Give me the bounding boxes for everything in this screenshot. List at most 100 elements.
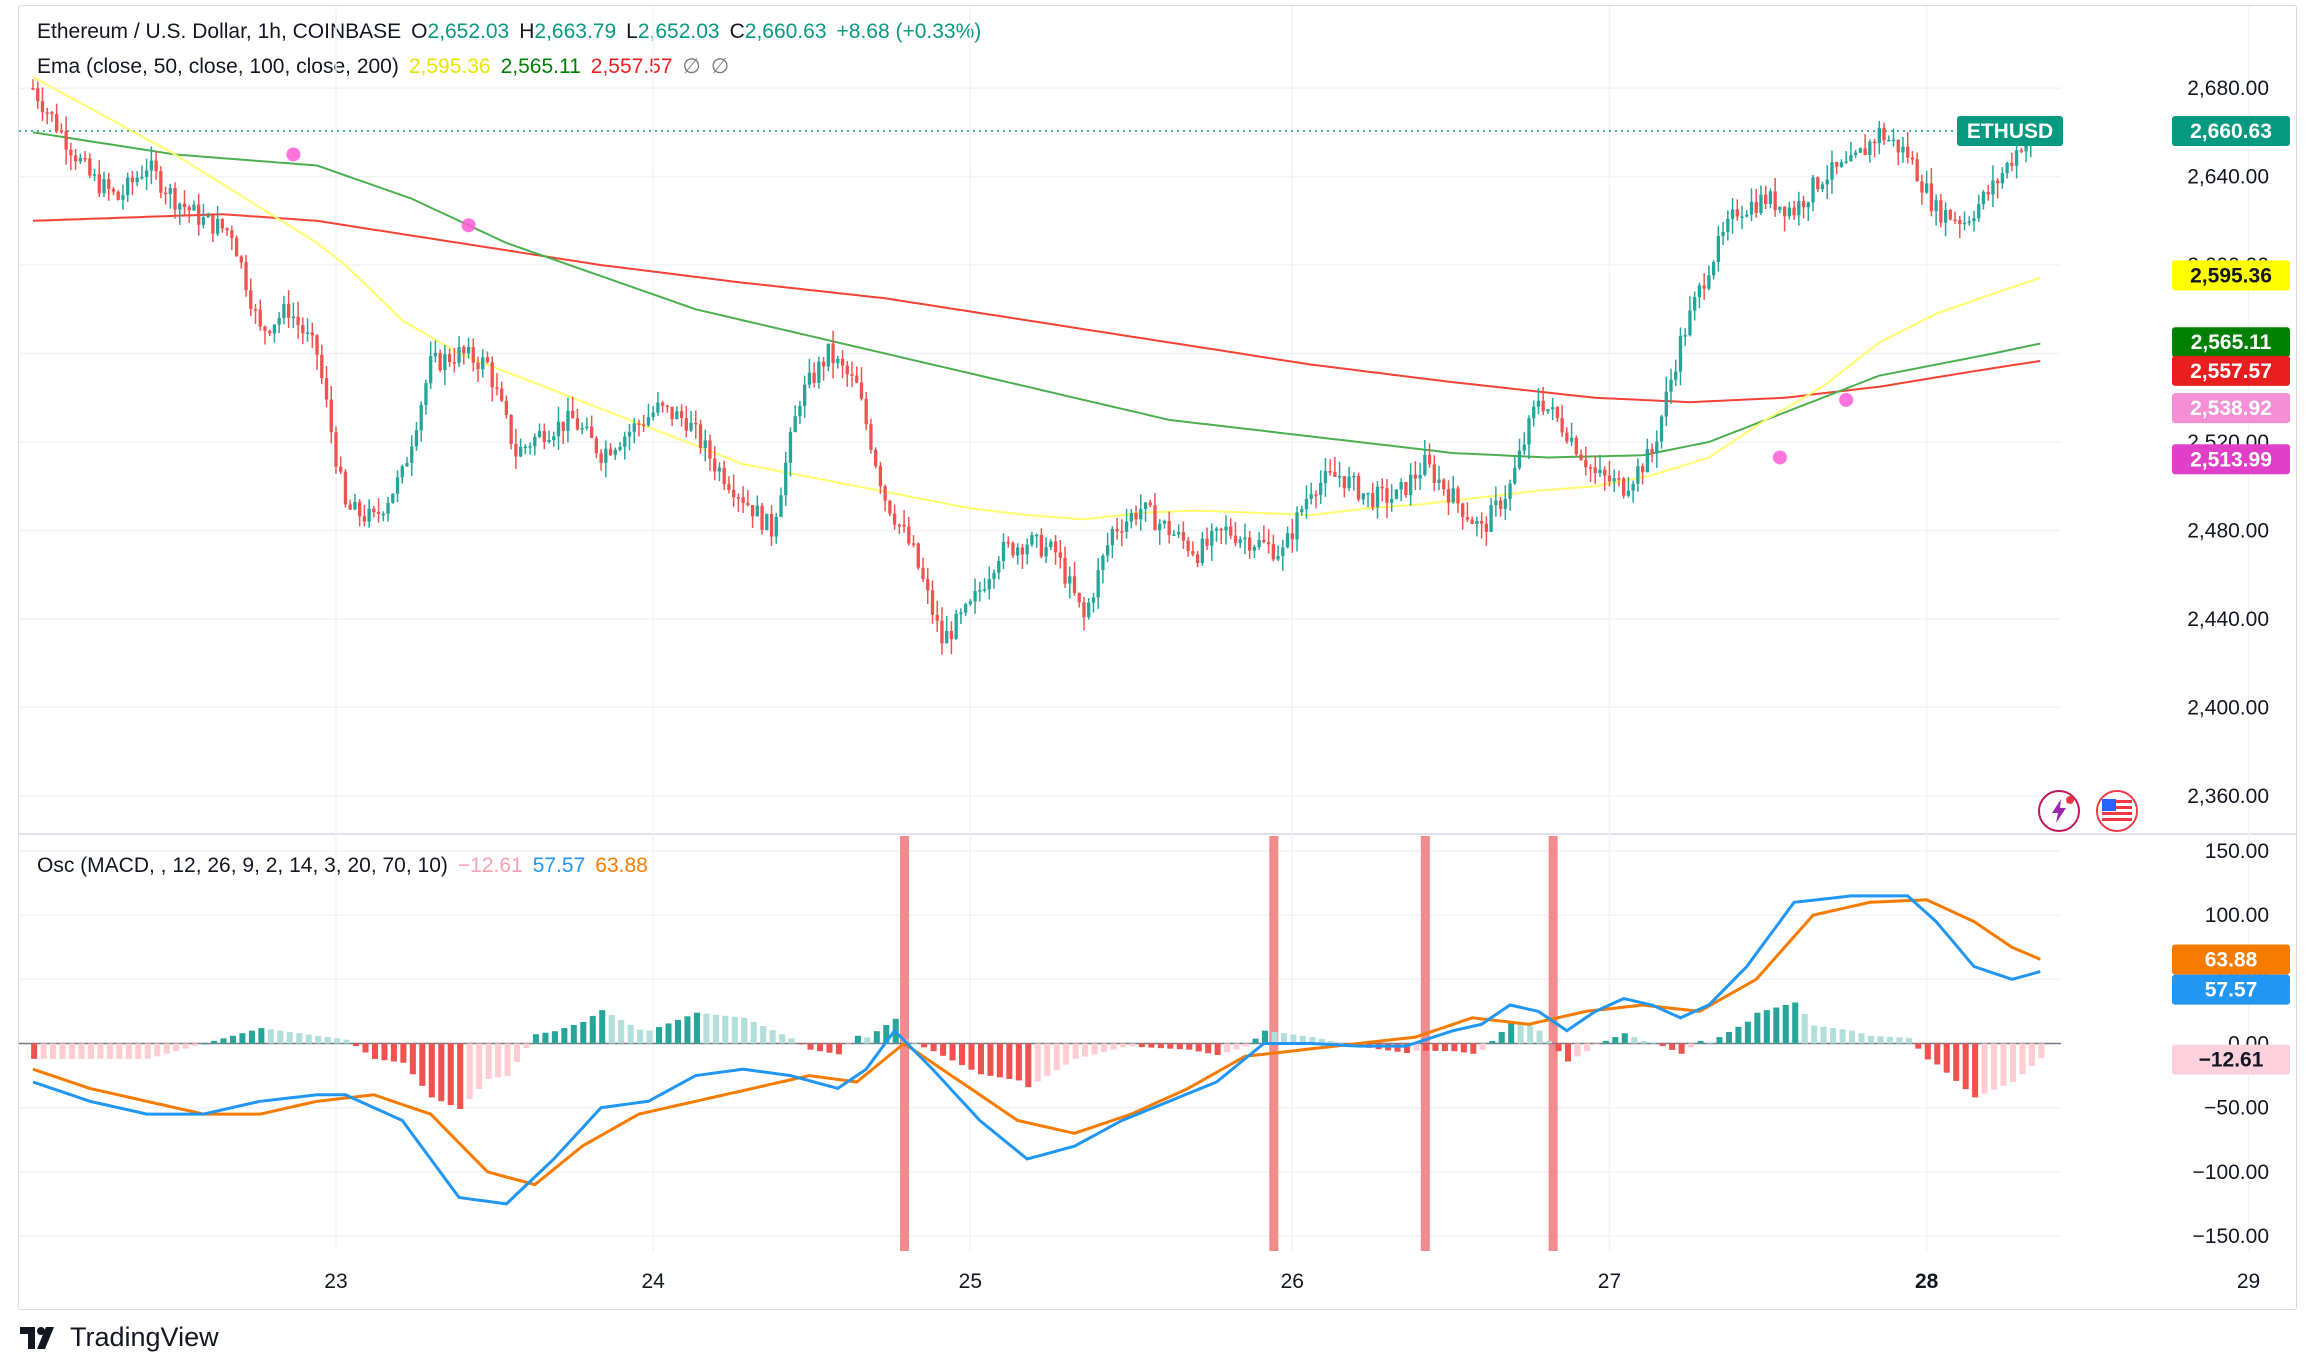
ema100-value: 2,565.11	[500, 54, 581, 78]
histogram-bar-positive	[239, 1033, 246, 1044]
candle-down	[1948, 209, 1952, 220]
histogram-bar-positive	[1546, 1040, 1553, 1044]
candle-up	[1868, 141, 1872, 156]
tradingview-brand[interactable]: TradingView	[20, 1322, 219, 1353]
candle-up	[1797, 201, 1801, 216]
candle-up	[1418, 474, 1422, 479]
candle-down	[244, 262, 248, 291]
candle-down	[111, 189, 116, 192]
histogram-bar-positive	[1858, 1033, 1865, 1044]
candle-up	[1683, 335, 1687, 337]
candle-up	[982, 589, 987, 591]
candle-down	[230, 230, 234, 238]
symbol-title[interactable]: Ethereum / U.S. Dollar, 1h, COINBASE	[37, 20, 402, 43]
cross-tag-2-bg	[2172, 444, 2290, 475]
chart-canvas[interactable]: 232425262728293018:302,680.002,640.002,6…	[19, 6, 2297, 1310]
histogram-bar-positive	[1849, 1030, 1856, 1044]
candle-down	[163, 192, 168, 195]
candle-up	[1943, 209, 1948, 223]
candle-up	[1489, 505, 1493, 532]
candle-up	[1494, 500, 1498, 506]
lightning-button[interactable]	[2038, 790, 2080, 832]
candle-up	[149, 160, 154, 171]
candle-down	[1271, 544, 1275, 560]
candle-up	[2024, 142, 2028, 152]
candle-down	[840, 358, 845, 366]
market-status-button[interactable]	[2096, 790, 2138, 832]
histogram-bar-positive	[674, 1019, 681, 1044]
candle-down	[769, 513, 774, 537]
candle-up	[1598, 469, 1602, 474]
ema200-line	[32, 213, 2041, 404]
histogram-bar-negative	[1659, 1043, 1666, 1047]
candle-down	[1219, 528, 1223, 531]
histogram-bar-negative	[1981, 1043, 1988, 1094]
candle-up	[1759, 194, 1763, 213]
ema200-tag-bg	[2172, 355, 2290, 386]
histogram-bar-positive	[343, 1039, 350, 1044]
candle-up	[1210, 530, 1214, 546]
candle-up	[523, 446, 528, 449]
candle-down	[1446, 489, 1451, 503]
histogram-bar-positive	[1489, 1040, 1496, 1044]
candle-up	[959, 612, 963, 615]
histogram-value-tag: −12.61	[2199, 1049, 2264, 1072]
histogram-bar-negative	[125, 1043, 132, 1059]
histogram-bar-negative	[1129, 1043, 1136, 1047]
candle-up	[2005, 162, 2009, 174]
candle-up	[1323, 471, 1328, 484]
histogram-bar-negative	[1167, 1043, 1174, 1049]
histogram-bar-positive	[769, 1030, 776, 1044]
histogram-bar-negative	[1943, 1043, 1950, 1073]
histogram-bar-positive	[1830, 1028, 1837, 1044]
candle-up	[135, 177, 139, 183]
candle-down	[1603, 469, 1607, 476]
histogram-bar-negative	[78, 1043, 85, 1059]
histogram-bar-negative	[1479, 1043, 1486, 1050]
candle-down	[1115, 528, 1119, 532]
histogram-bar-negative	[2019, 1043, 2026, 1075]
candle-down	[1958, 219, 1962, 225]
candle-down	[1006, 541, 1010, 544]
candle-down	[1939, 200, 1943, 223]
histogram-bar-negative	[1460, 1043, 1467, 1053]
candle-down	[324, 378, 329, 400]
ema50-value: 2,595.36	[408, 54, 491, 78]
histogram-bar-positive	[1631, 1037, 1638, 1044]
candle-up	[1105, 545, 1110, 556]
candle-up	[215, 219, 220, 234]
candle-up	[1281, 547, 1285, 557]
cross-tag-1-bg	[2172, 393, 2290, 424]
candle-up	[618, 446, 622, 450]
candle-up	[1655, 441, 1659, 454]
candle-up	[1550, 407, 1555, 410]
candle-up	[968, 601, 973, 605]
histogram-bar-negative	[1157, 1043, 1164, 1049]
histogram-bar-positive	[599, 1010, 606, 1044]
histogram-bar-negative	[1148, 1043, 1155, 1048]
histogram-bar-positive	[1811, 1025, 1818, 1044]
candle-down	[1541, 400, 1545, 412]
histogram-bar-positive	[788, 1038, 795, 1044]
candle-down	[31, 88, 35, 90]
ema-label[interactable]: Ema (close, 50, close, 100, close, 200)	[37, 54, 399, 78]
cross-tag-1: 2,538.92	[2190, 397, 2272, 420]
candle-up	[1977, 204, 1981, 219]
candle-up	[410, 446, 414, 463]
candle-down	[1607, 475, 1612, 482]
empty-value-icon: ∅	[682, 55, 701, 78]
candle-up	[400, 466, 404, 478]
candle-up	[353, 501, 357, 510]
candle-up	[419, 404, 423, 431]
candle-down	[935, 614, 939, 621]
candle-down	[1920, 181, 1924, 193]
osc-label[interactable]: Osc (MACD, , 12, 26, 9, 2, 14, 3, 20, 70…	[37, 854, 448, 877]
signal-value-tag-bg	[2172, 944, 2290, 975]
histogram-bar-positive	[873, 1031, 880, 1044]
candle-down	[1773, 191, 1777, 211]
candle-down	[1593, 467, 1597, 474]
symbol-tag-bg	[1957, 115, 2063, 146]
candle-down	[722, 467, 726, 485]
candle-down	[1702, 285, 1706, 289]
histogram-bar-negative	[144, 1043, 151, 1059]
